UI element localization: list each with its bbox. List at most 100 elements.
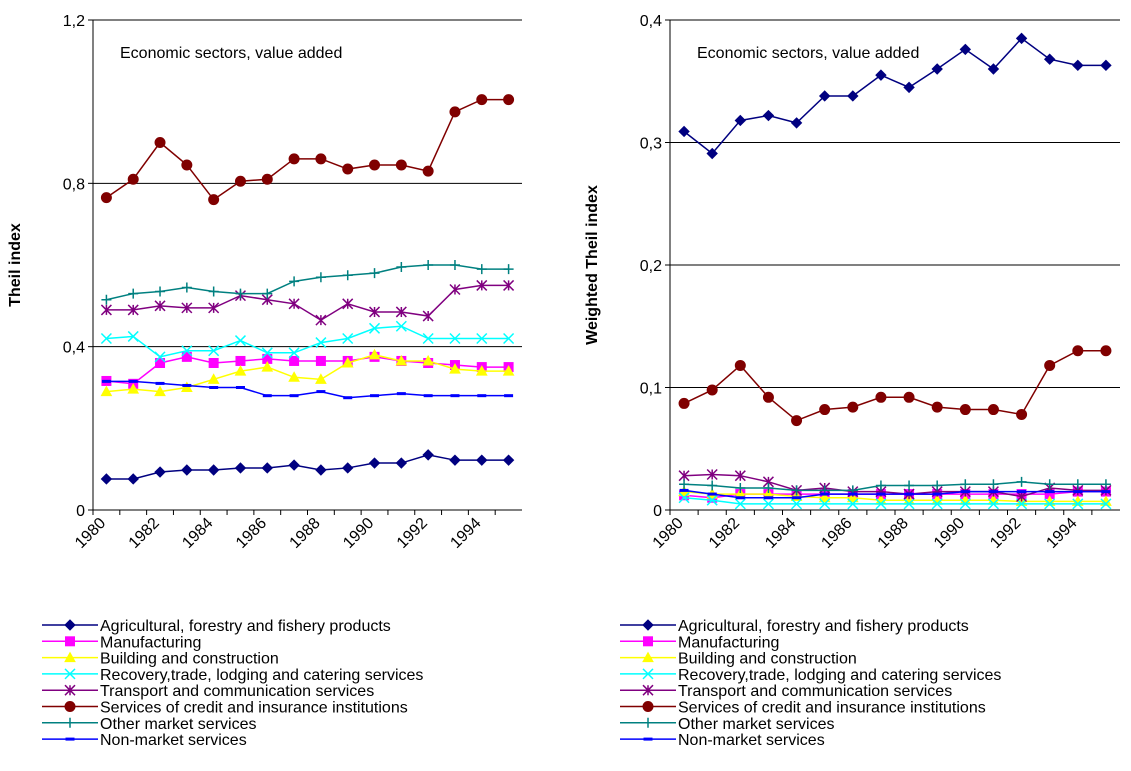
marker bbox=[762, 498, 774, 510]
marker bbox=[423, 394, 433, 398]
marker bbox=[790, 117, 803, 129]
marker bbox=[679, 479, 690, 490]
marker bbox=[369, 268, 380, 279]
x-tick-label: 1980 bbox=[650, 515, 687, 552]
marker bbox=[791, 485, 802, 496]
marker bbox=[1016, 490, 1028, 503]
marker bbox=[987, 498, 999, 510]
legend-label: Transport and communication services bbox=[678, 683, 952, 700]
marker bbox=[261, 361, 274, 372]
marker bbox=[1072, 59, 1084, 72]
marker bbox=[642, 668, 654, 680]
marker bbox=[100, 192, 112, 204]
marker bbox=[65, 717, 75, 728]
marker bbox=[932, 492, 942, 496]
chart-panel: 0 0,4 0,8 1,2 1980 1982 1984 1986 1988 1990 1992 19… bbox=[7, 13, 522, 749]
marker bbox=[288, 153, 300, 165]
marker bbox=[818, 491, 831, 503]
marker bbox=[181, 464, 193, 476]
marker bbox=[208, 302, 220, 314]
marker bbox=[678, 397, 690, 409]
legend-label: Services of credit and insurance institu… bbox=[100, 700, 408, 717]
marker bbox=[642, 619, 654, 631]
marker bbox=[261, 462, 273, 474]
x-tick-label: 1980 bbox=[72, 515, 109, 552]
marker bbox=[127, 304, 139, 316]
marker bbox=[642, 684, 654, 696]
x-tick-label: 1982 bbox=[126, 515, 163, 552]
marker bbox=[678, 125, 690, 138]
legend-label: Recovery,trade, lodging and catering ser… bbox=[100, 667, 423, 684]
marker bbox=[422, 310, 434, 322]
marker bbox=[154, 351, 166, 363]
series-line bbox=[106, 325, 509, 358]
marker bbox=[931, 63, 943, 75]
marker bbox=[449, 454, 461, 466]
series-line bbox=[106, 454, 509, 480]
marker bbox=[208, 286, 219, 297]
marker bbox=[128, 379, 138, 383]
y-tick-label: 1,2 bbox=[63, 13, 85, 30]
marker bbox=[315, 464, 327, 476]
marker bbox=[422, 332, 434, 345]
marker bbox=[422, 449, 434, 461]
series-line bbox=[106, 284, 509, 322]
marker bbox=[763, 482, 774, 493]
marker bbox=[449, 363, 461, 374]
marker bbox=[342, 462, 354, 474]
marker bbox=[762, 109, 775, 122]
marker bbox=[395, 320, 407, 332]
marker bbox=[502, 365, 515, 376]
y-axis-title: Theil index bbox=[7, 223, 24, 307]
marker bbox=[288, 298, 300, 310]
marker bbox=[342, 163, 354, 175]
marker bbox=[396, 262, 407, 273]
marker bbox=[707, 492, 717, 496]
chart-panel: 0 0,1 0,2 0,3 0,4 1980 1982 1984 1986 1988 1990 199… bbox=[584, 13, 1120, 749]
marker bbox=[208, 358, 219, 368]
marker bbox=[819, 404, 831, 416]
marker bbox=[875, 69, 887, 81]
marker bbox=[503, 94, 515, 106]
marker bbox=[903, 81, 915, 94]
marker bbox=[262, 288, 273, 299]
marker bbox=[207, 373, 220, 384]
series-line bbox=[683, 489, 1106, 499]
marker bbox=[154, 300, 166, 312]
x-tick-label: 1984 bbox=[179, 515, 216, 552]
marker bbox=[450, 394, 460, 398]
x-tick-label: 1988 bbox=[287, 515, 324, 552]
legend-label: Manufacturing bbox=[100, 634, 201, 651]
marker bbox=[643, 737, 653, 741]
marker bbox=[1100, 345, 1112, 357]
marker bbox=[932, 480, 943, 491]
legend-label: Recovery,trade, lodging and catering ser… bbox=[678, 667, 1001, 684]
marker bbox=[181, 302, 193, 314]
marker bbox=[65, 737, 75, 741]
marker bbox=[64, 684, 76, 696]
marker bbox=[706, 147, 718, 160]
x-tick-label: 1988 bbox=[875, 515, 912, 552]
marker bbox=[422, 165, 434, 177]
marker bbox=[342, 298, 354, 310]
marker bbox=[128, 288, 139, 299]
legend-label: Other market services bbox=[100, 716, 256, 733]
marker bbox=[846, 491, 859, 503]
marker bbox=[706, 494, 718, 506]
marker bbox=[101, 294, 112, 305]
annotation: Economic sectors, value added bbox=[697, 45, 919, 62]
marker bbox=[477, 394, 487, 398]
marker bbox=[1016, 476, 1027, 487]
annotation: Economic sectors, value added bbox=[120, 45, 342, 62]
marker bbox=[820, 492, 830, 496]
x-tick-label: 1994 bbox=[1043, 515, 1080, 552]
marker bbox=[847, 401, 859, 413]
marker bbox=[343, 396, 353, 400]
marker bbox=[1073, 490, 1083, 494]
marker bbox=[154, 466, 166, 478]
y-tick-label: 0 bbox=[76, 503, 85, 520]
marker bbox=[642, 701, 654, 712]
marker bbox=[1072, 479, 1083, 490]
marker bbox=[476, 332, 488, 345]
marker bbox=[988, 490, 998, 494]
